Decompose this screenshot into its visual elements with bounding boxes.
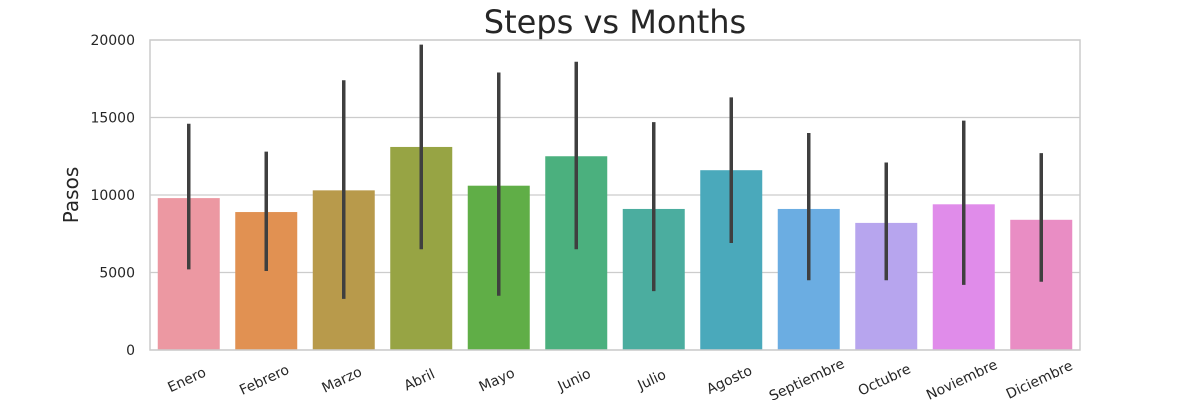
plot-area-frame: [149, 39, 1081, 351]
y-tick-label-2: 10000: [90, 188, 135, 204]
bars: [157, 146, 1073, 350]
y-tick-label-4: 20000: [90, 33, 135, 49]
x-tick-labels: Enero Febrero Marzo Abril Mayo Junio Julio Agos…: [165, 356, 1075, 400]
y-tick-label-1: 5000: [99, 266, 135, 282]
x-tick-label-diciembre: Diciembre: [1004, 358, 1076, 400]
chart-title: Steps vs Months: [484, 3, 746, 41]
x-tick-label-agosto: Agosto: [704, 363, 755, 398]
x-tick-label-mayo: Mayo: [477, 365, 518, 395]
y-axis-label: Pasos: [59, 167, 83, 224]
x-tick-label-septiembre: Septiembre: [767, 356, 847, 400]
x-tick-label-junio: Junio: [555, 366, 594, 395]
error-bars: [187, 44, 1043, 299]
x-tick-label-octubre: Octubre: [856, 361, 914, 399]
x-tick-label-enero: Enero: [165, 365, 208, 397]
x-tick-label-abril: Abril: [402, 366, 438, 394]
y-tick-label-3: 15000: [90, 111, 135, 127]
x-tick-label-noviembre: Noviembre: [924, 357, 1000, 400]
x-tick-label-marzo: Marzo: [319, 364, 364, 396]
y-tick-label-0: 0: [126, 343, 135, 359]
y-tick-labels: 0 5000 10000 15000 20000: [90, 33, 135, 359]
x-tick-label-julio: Julio: [634, 367, 668, 394]
x-tick-label-febrero: Febrero: [237, 362, 292, 399]
